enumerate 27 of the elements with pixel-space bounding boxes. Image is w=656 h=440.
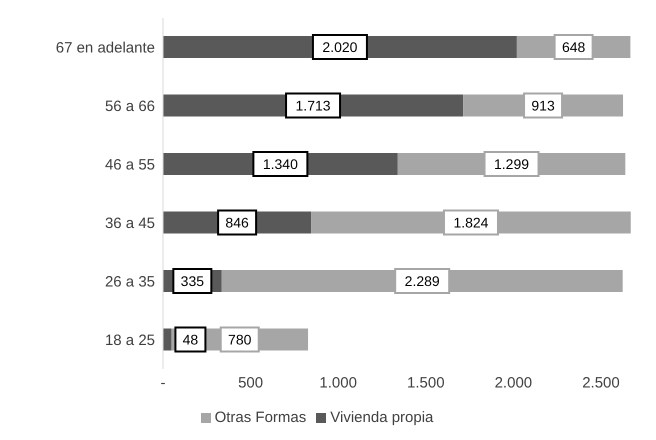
y-tick-label: 46 a 55	[104, 156, 155, 174]
data-label: 48	[182, 332, 198, 348]
data-label: 1.713	[296, 98, 331, 114]
x-tick-label: 2.500	[582, 374, 620, 392]
data-label: 1.824	[453, 214, 489, 230]
legend-label: Vivienda propia	[330, 409, 434, 426]
data-label: 2.020	[322, 39, 358, 55]
data-label: 913	[531, 98, 555, 114]
bar	[163, 328, 172, 350]
data-label: 780	[228, 332, 252, 348]
data-label: 2.289	[404, 273, 440, 289]
x-tick-label: -	[160, 374, 166, 392]
data-label: 1.340	[262, 156, 298, 172]
x-tick-label: 500	[238, 374, 264, 392]
legend-label: Otras Formas	[214, 409, 306, 426]
y-tick-label: 26 a 35	[104, 274, 155, 291]
x-tick-label: 1.000	[319, 374, 357, 392]
y-tick-label: 56 a 66	[104, 98, 155, 116]
y-tick-label: 18 a 25	[104, 332, 155, 350]
data-label: 846	[225, 214, 249, 230]
y-tick-label: 36 a 45	[104, 215, 155, 232]
data-label: 648	[562, 39, 586, 55]
x-tick-label: 1.500	[407, 374, 445, 392]
data-label: 1.299	[494, 156, 530, 172]
y-tick-label: 67 en adelante	[56, 40, 155, 57]
x-tick-label: 2.000	[494, 374, 532, 392]
data-label: 335	[180, 273, 204, 289]
